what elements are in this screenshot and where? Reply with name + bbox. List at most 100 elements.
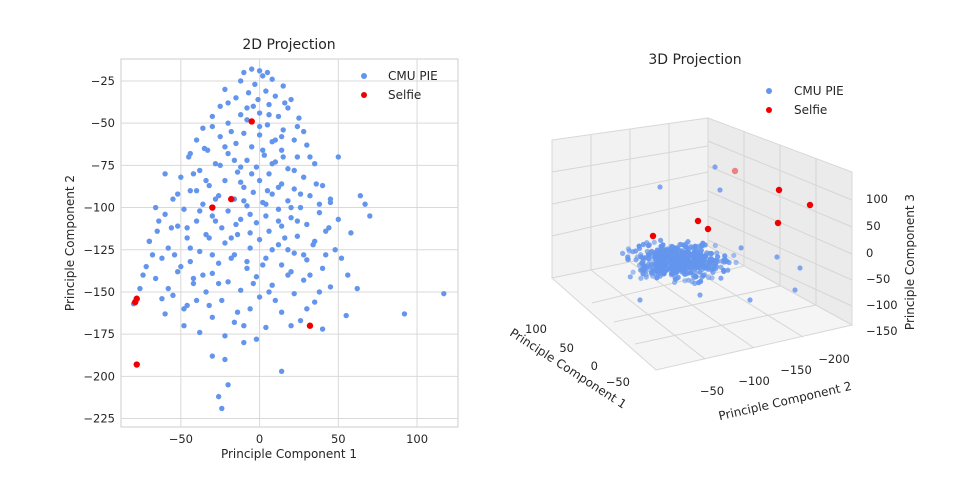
point-cmu-pie <box>263 255 269 261</box>
point-cmu-pie <box>201 145 208 152</box>
point-3d-cmu-pie <box>691 275 697 281</box>
point-3d-cmu-pie <box>626 248 632 254</box>
point-cmu-pie <box>174 223 181 229</box>
point-cmu-pie <box>263 201 269 207</box>
point-cmu-pie <box>327 284 334 290</box>
point-3d-cmu-pie <box>697 292 703 298</box>
point-cmu-pie <box>231 157 238 163</box>
point-cmu-pie <box>327 196 334 202</box>
point-cmu-pie <box>225 279 231 285</box>
plot-area-2d <box>120 58 459 428</box>
tick-label-y: −50 <box>91 116 115 130</box>
point-cmu-pie <box>253 164 260 170</box>
point-3d-cmu-pie <box>640 259 646 265</box>
point-3d-cmu-pie <box>658 237 664 243</box>
tick-3d-z-m50: −50 <box>866 272 890 286</box>
point-cmu-pie <box>316 289 323 295</box>
point-selfie <box>131 298 139 306</box>
point-cmu-pie <box>156 218 162 224</box>
tick-3d-x-0: 0 <box>591 359 598 373</box>
point-3d-cmu-pie <box>665 260 671 266</box>
point-cmu-pie <box>263 88 269 94</box>
point-cmu-pie <box>237 78 244 84</box>
point-cmu-pie <box>269 247 275 253</box>
tick-3d-y-m50: −50 <box>700 384 724 398</box>
point-cmu-pie <box>256 110 263 116</box>
point-cmu-pie <box>255 96 261 103</box>
point-cmu-pie <box>260 262 266 268</box>
point-cmu-pie <box>174 191 181 197</box>
point-cmu-pie <box>275 184 282 190</box>
point-cmu-pie <box>178 263 184 270</box>
tick-3d-y-m200: −200 <box>818 352 850 366</box>
point-cmu-pie <box>441 290 447 297</box>
point-3d-cmu-pie <box>686 265 693 271</box>
point-cmu-pie <box>165 285 171 292</box>
point-cmu-pie <box>297 317 304 324</box>
point-cmu-pie <box>184 225 190 231</box>
point-cmu-pie <box>291 186 297 192</box>
point-3d-cmu-pie <box>692 280 698 286</box>
point-cmu-pie <box>193 218 200 224</box>
point-cmu-pie <box>234 309 241 315</box>
point-cmu-pie <box>241 339 247 346</box>
point-cmu-pie <box>190 171 197 177</box>
point-cmu-pie <box>253 220 260 226</box>
point-cmu-pie <box>266 112 272 118</box>
point-cmu-pie <box>162 171 168 177</box>
point-cmu-pie <box>326 225 332 231</box>
point-cmu-pie <box>217 133 223 140</box>
point-3d-cmu-pie <box>797 265 803 271</box>
tick-3d-z-m100: −100 <box>866 298 898 312</box>
point-cmu-pie <box>241 69 247 76</box>
point-cmu-pie <box>203 231 209 238</box>
point-cmu-pie <box>278 181 285 187</box>
point-cmu-pie <box>297 191 304 197</box>
point-cmu-pie <box>244 258 250 265</box>
point-cmu-pie <box>219 297 225 304</box>
point-cmu-pie <box>209 270 216 277</box>
point-cmu-pie <box>181 306 187 312</box>
tick-label-y: −125 <box>83 243 115 257</box>
tick-3d-y-m100: −100 <box>738 374 770 388</box>
point-cmu-pie <box>323 228 329 234</box>
point-cmu-pie <box>174 268 181 275</box>
point-cmu-pie <box>209 113 216 120</box>
point-cmu-pie <box>219 225 225 231</box>
point-cmu-pie <box>249 144 255 150</box>
point-cmu-pie <box>228 255 234 261</box>
point-cmu-pie <box>154 228 160 234</box>
tick-label-y: −175 <box>83 327 115 341</box>
point-cmu-pie <box>165 245 171 251</box>
point-cmu-pie <box>269 191 275 197</box>
point-3d-cmu-pie <box>633 248 639 254</box>
point-3d-cmu-pie <box>654 275 660 281</box>
point-3d-cmu-pie <box>731 252 737 258</box>
zlabel-3d: Principle Component 3 <box>903 194 917 330</box>
tick-label-y: −150 <box>83 285 115 299</box>
point-cmu-pie <box>237 112 244 118</box>
point-selfie <box>306 322 314 329</box>
point-cmu-pie <box>280 83 286 89</box>
point-cmu-pie <box>357 193 364 199</box>
point-cmu-pie <box>250 189 256 196</box>
point-cmu-pie <box>348 230 354 236</box>
legend-3d-label-selfie: Selfie <box>794 103 827 117</box>
point-3d-cmu-pie <box>643 274 649 280</box>
point-3d-selfie <box>806 201 814 209</box>
point-3d-cmu-pie <box>650 273 656 279</box>
point-cmu-pie <box>256 68 263 74</box>
point-cmu-pie <box>316 209 323 216</box>
point-cmu-pie <box>231 252 238 258</box>
point-3d-cmu-pie <box>690 245 696 251</box>
point-3d-cmu-pie <box>697 265 703 271</box>
point-3d-cmu-pie <box>668 253 674 259</box>
point-cmu-pie <box>159 296 165 302</box>
point-3d-cmu-pie <box>684 255 690 261</box>
point-cmu-pie <box>143 263 149 270</box>
point-cmu-pie <box>278 368 285 374</box>
point-cmu-pie <box>197 329 203 336</box>
point-cmu-pie <box>187 150 193 157</box>
point-cmu-pie <box>307 272 313 278</box>
point-cmu-pie <box>335 154 342 160</box>
